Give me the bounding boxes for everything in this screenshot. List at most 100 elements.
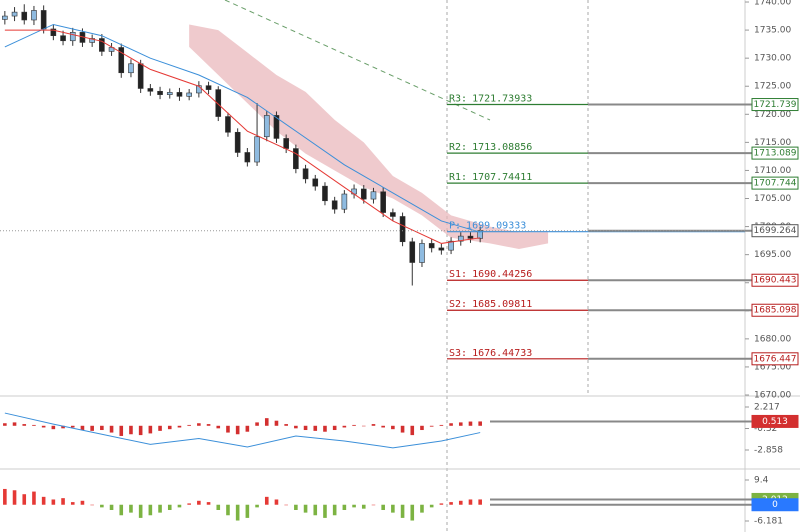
histogram-bar — [468, 499, 473, 505]
pivot-value: 1721.73933 — [472, 94, 532, 105]
histogram-bar — [429, 504, 434, 508]
histogram-bar — [449, 423, 453, 426]
histogram-bar — [197, 423, 201, 426]
histogram-bar — [264, 418, 269, 426]
histogram-bar — [381, 504, 385, 510]
candle-body — [302, 168, 309, 180]
histogram-bar — [119, 425, 124, 436]
candle-body — [312, 178, 319, 187]
price-tag-label: 0.513 — [762, 417, 788, 427]
candle-body — [21, 11, 28, 21]
histogram-bar — [90, 425, 94, 431]
pivot-name: R3: — [449, 94, 467, 105]
candle-body — [370, 191, 377, 200]
histogram-bar — [429, 425, 434, 427]
histogram-bar — [187, 503, 191, 505]
candle-body — [11, 11, 18, 17]
pivot-name: S1: — [449, 269, 467, 280]
histogram-bar — [468, 421, 473, 426]
histogram-bar — [274, 420, 279, 426]
histogram-bar — [12, 422, 17, 426]
y-tick-label: 1680.00 — [754, 334, 791, 344]
histogram-bar — [3, 423, 7, 426]
histogram-bar — [332, 425, 337, 431]
histogram-bar — [391, 504, 395, 513]
histogram-bar — [410, 425, 415, 436]
candle-body — [293, 148, 299, 170]
histogram-bar — [245, 504, 250, 518]
price-tag-label: 1685.098 — [754, 306, 797, 316]
candle-body — [31, 10, 37, 21]
candle-body — [137, 63, 144, 89]
histogram-bar — [313, 425, 318, 431]
y-tick-label: 1740.00 — [754, 0, 791, 8]
histogram-bar — [167, 425, 172, 430]
histogram-bar — [109, 504, 114, 510]
candle-body — [89, 38, 95, 43]
histogram-bar — [235, 425, 240, 435]
histogram-bar — [70, 502, 75, 505]
price-tag — [751, 498, 799, 512]
trend-line — [224, 0, 491, 121]
histogram-bar — [274, 499, 279, 505]
histogram-bar — [216, 504, 221, 510]
candle-body — [380, 191, 386, 213]
histogram-bar — [90, 504, 94, 506]
candle-body — [215, 89, 222, 117]
y-tick-label: -2.858 — [754, 446, 783, 456]
pivot-name: R2: — [449, 142, 467, 153]
histogram-bar — [216, 425, 221, 429]
y-tick-label: 9.4 — [754, 476, 769, 486]
candle-body — [438, 247, 445, 251]
candle-body — [254, 136, 260, 163]
histogram-bar — [458, 422, 463, 426]
candle-body — [40, 10, 47, 30]
histogram-bar — [400, 504, 405, 518]
candle-body — [50, 28, 57, 37]
pivot-label: S3: 1676.44733 — [449, 348, 532, 359]
price-tag — [751, 224, 799, 238]
histogram-bar — [284, 424, 288, 426]
candle-body — [283, 138, 289, 149]
histogram-bar — [129, 425, 133, 435]
histogram-bar — [235, 504, 240, 521]
candle-body — [428, 243, 435, 249]
price-tag — [751, 303, 799, 317]
histogram-bar — [206, 424, 211, 426]
histogram-bar — [177, 425, 182, 428]
price-tag-label: 1721.739 — [754, 100, 797, 110]
histogram-bar — [352, 424, 356, 426]
histogram-bar — [478, 421, 482, 426]
pivot-value: 1676.44733 — [472, 348, 532, 359]
candle-body — [147, 88, 154, 92]
y-tick-label: 1705.00 — [754, 194, 791, 204]
histogram-bar — [61, 498, 65, 505]
histogram-bar — [22, 424, 27, 426]
histogram-bar — [100, 425, 104, 431]
histogram-bar — [342, 425, 347, 428]
pivot-label: P: 1699.09333 — [449, 221, 526, 232]
candle-body — [99, 38, 105, 52]
histogram-bar — [177, 504, 182, 508]
histogram-bar — [323, 425, 327, 432]
histogram-bar — [255, 504, 259, 508]
candle-body — [457, 235, 464, 242]
pivot-label: S1: 1690.44256 — [449, 269, 532, 280]
y-tick-label: 1715.00 — [754, 138, 791, 148]
y-tick-label: 1710.00 — [754, 166, 791, 176]
candle-body — [157, 90, 163, 95]
candle-body — [448, 240, 454, 251]
histogram-bar — [148, 504, 153, 516]
pivot-value: 1685.09811 — [472, 299, 532, 310]
price-tag — [751, 176, 799, 190]
candle-body — [390, 212, 396, 217]
candle-body — [322, 185, 328, 202]
price-tag-label: 1676.447 — [754, 354, 797, 364]
candle-body — [225, 116, 231, 133]
histogram-bar — [41, 496, 46, 505]
histogram-bar — [226, 425, 230, 433]
histogram-bar — [41, 425, 46, 428]
candle-body — [467, 235, 474, 239]
histogram-bar — [167, 504, 172, 510]
candle-body — [409, 241, 416, 263]
